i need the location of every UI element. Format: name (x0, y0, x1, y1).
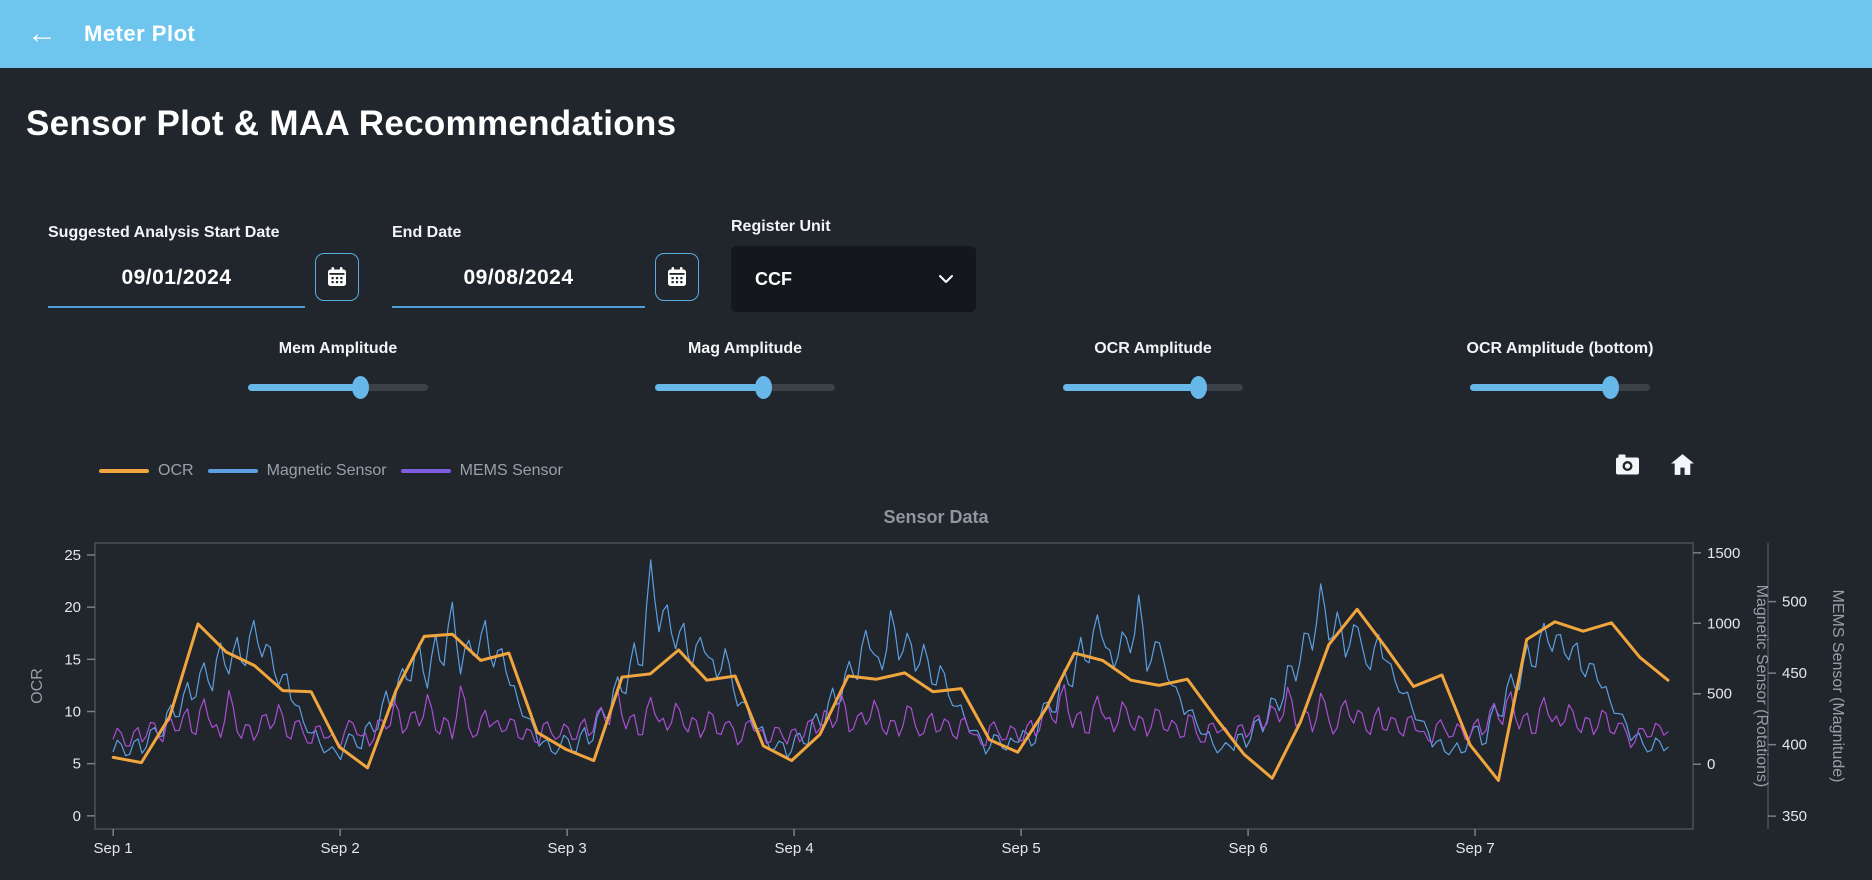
chart-legend: OCR Magnetic Sensor MEMS Sensor (99, 458, 577, 484)
chevron-down-icon (939, 275, 953, 283)
svg-text:0: 0 (1707, 756, 1715, 773)
register-unit-value: CCF (755, 268, 792, 289)
page-title: Sensor Plot & MAA Recommendations (26, 104, 677, 143)
end-date-input[interactable]: 09/08/2024 (392, 250, 645, 308)
slider-fill (1470, 384, 1611, 391)
slider-ocr-amplitude-track[interactable] (1063, 376, 1243, 399)
legend-item-magnetic-sensor[interactable]: Magnetic Sensor (207, 462, 387, 480)
start-date-value: 09/01/2024 (121, 266, 232, 289)
svg-text:15: 15 (64, 651, 81, 668)
svg-text:400: 400 (1782, 737, 1807, 754)
slider-mem-amplitude-label: Mem Amplitude (278, 340, 398, 357)
svg-text:5: 5 (73, 756, 81, 773)
slider-mag-amplitude-label: Mag Amplitude (687, 340, 803, 357)
slider-fill (655, 384, 763, 391)
register-unit-select[interactable]: CCF (731, 246, 976, 312)
end-date-label: End Date (392, 224, 462, 241)
start-date-input[interactable]: 09/01/2024 (48, 250, 305, 308)
svg-text:Sep 7: Sep 7 (1455, 840, 1494, 857)
start-date-label: Suggested Analysis Start Date (48, 224, 280, 241)
svg-text:Sep 3: Sep 3 (548, 840, 587, 857)
sensor-chart[interactable]: Sensor Data 0 5 10 15 20 25 OCR 0 500 1000 1500 Magn… (0, 490, 1872, 880)
svg-text:Sep 2: Sep 2 (321, 840, 360, 857)
calendar-icon (328, 267, 346, 286)
svg-text:Sep 5: Sep 5 (1002, 840, 1041, 857)
slider-ocr-amplitude-bottom-label: OCR Amplitude (bottom) (1466, 340, 1654, 357)
mems-axis-title: MEMS Sensor (Magnitude) (1829, 590, 1846, 783)
svg-text:10: 10 (64, 704, 81, 721)
legend-line-swatch (207, 469, 258, 473)
series-line-ocr (111, 607, 1670, 782)
ocr-axis-title: OCR (29, 668, 46, 704)
camera-icon (1615, 454, 1639, 475)
legend-line-swatch (400, 469, 451, 473)
svg-text:500: 500 (1707, 686, 1732, 703)
svg-text:350: 350 (1782, 808, 1807, 825)
svg-text:20: 20 (64, 599, 81, 616)
legend-item-ocr[interactable]: OCR (99, 462, 194, 480)
slider-mem-amplitude-track[interactable] (248, 376, 428, 399)
slider-ocr-amplitude-bottom-track[interactable] (1470, 376, 1650, 399)
legend-label: MEMS Sensor (459, 462, 563, 479)
slider-fill (1063, 384, 1198, 391)
legend-item-mems-sensor[interactable]: MEMS Sensor (400, 462, 563, 480)
app-title: Meter Plot (84, 21, 196, 46)
chart-modebar (1612, 451, 1722, 479)
svg-text:Sep 4: Sep 4 (775, 840, 814, 857)
legend-label: Magnetic Sensor (266, 462, 387, 479)
slider-ocr-amplitude-label: OCR Amplitude (1094, 340, 1212, 357)
slider-mem-amplitude-knob[interactable] (351, 376, 369, 399)
legend-line-swatch (99, 469, 149, 473)
svg-text:0: 0 (73, 808, 81, 825)
home-icon (1670, 454, 1694, 475)
svg-text:1000: 1000 (1707, 615, 1740, 632)
back-arrow-icon: ← (27, 17, 57, 50)
svg-text:500: 500 (1782, 594, 1807, 611)
slider-ocr-amplitude-knob[interactable] (1190, 376, 1207, 399)
magnetic-axis-title: Magnetic Sensor (Rotations) (1753, 585, 1770, 788)
download-snapshot-button[interactable] (1612, 451, 1642, 479)
chart-title: Sensor Data (883, 507, 989, 527)
svg-text:Sep 1: Sep 1 (94, 840, 133, 857)
series-line-mems-sensor (112, 684, 1669, 749)
slider-mag-amplitude-knob[interactable] (755, 376, 772, 399)
calendar-icon (668, 267, 686, 286)
back-button[interactable]: ← (22, 14, 62, 54)
plot-border (94, 542, 1694, 830)
start-date-calendar-button[interactable] (315, 253, 359, 301)
svg-text:25: 25 (64, 547, 81, 564)
legend-label: OCR (158, 462, 194, 479)
svg-text:Sep 6: Sep 6 (1229, 840, 1268, 857)
register-unit-label: Register Unit (731, 218, 831, 235)
slider-ocr-amplitude-bottom-knob[interactable] (1602, 376, 1620, 399)
reset-axes-home-button[interactable] (1667, 451, 1697, 479)
end-date-calendar-button[interactable] (655, 253, 699, 301)
svg-text:1500: 1500 (1707, 545, 1740, 562)
series-line-magnetic-sensor (112, 559, 1669, 761)
slider-mag-amplitude-track[interactable] (655, 376, 835, 399)
end-date-value: 09/08/2024 (463, 266, 574, 289)
slider-fill (248, 384, 360, 391)
app-header: ← Meter Plot (0, 0, 1872, 68)
svg-text:450: 450 (1782, 665, 1807, 682)
